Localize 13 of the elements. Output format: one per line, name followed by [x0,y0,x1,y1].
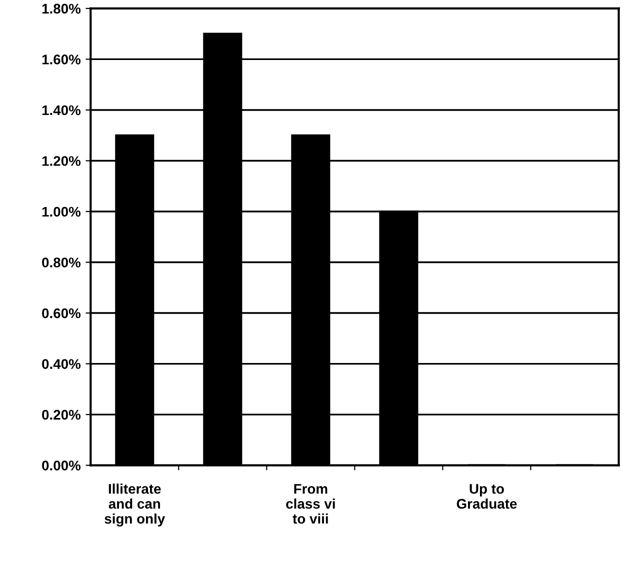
x-tick-label: Up to Graduate [456,484,517,509]
x-tick-label: From class vi to viii [286,484,335,524]
y-tick-label: 0.00% [42,460,81,470]
y-tick-label: 1.20% [42,156,81,166]
y-tick-label: 0.60% [42,308,81,318]
y-tick-label: 0.20% [42,410,81,420]
y-tick-label: 0.40% [42,359,81,369]
y-tick-label: 1.60% [42,54,81,64]
y-tick-label: 1.00% [42,206,81,217]
y-tick-label: 0.80% [42,258,81,268]
y-tick-label: 1.40% [42,105,81,116]
y-tick-label: 1.80% [42,4,81,14]
x-tick-label: Illiterate and can sign only [104,484,166,526]
